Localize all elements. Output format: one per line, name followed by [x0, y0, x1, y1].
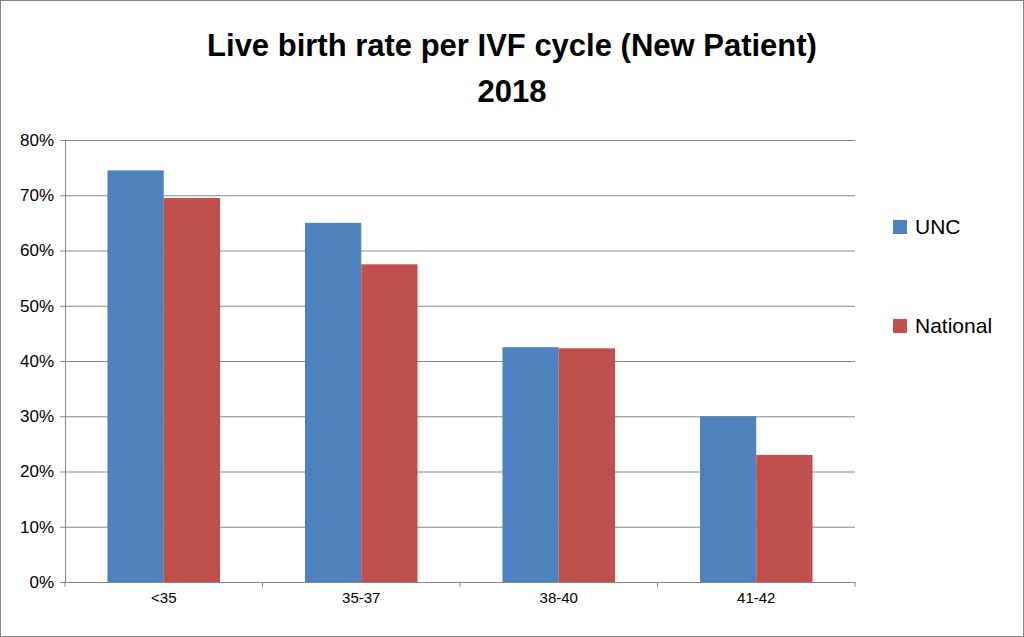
- x-separator: [855, 582, 856, 587]
- y-tick: 30%: [20, 407, 65, 426]
- bars: [107, 170, 812, 582]
- x-separator: [65, 582, 66, 587]
- x-tick-label: 41-42: [737, 589, 775, 606]
- x-tick-label: 35-37: [342, 589, 380, 606]
- y-tick: 40%: [20, 352, 65, 371]
- y-tick-label: 70%: [20, 186, 54, 205]
- y-tick-mark: [60, 472, 65, 473]
- y-tick-label: 80%: [20, 131, 54, 150]
- y-tick-mark: [60, 195, 65, 196]
- x-tick-label: <35: [151, 589, 176, 606]
- y-axis: 0% 10% 20% 30% 40% 50% 60% 70% 80%: [20, 131, 66, 592]
- legend-label: National: [915, 314, 992, 337]
- y-tick: 60%: [20, 241, 65, 260]
- y-tick: 0%: [29, 573, 65, 592]
- x-tick: 35-37: [342, 582, 380, 606]
- y-tick-mark: [60, 361, 65, 362]
- y-tick-mark: [60, 251, 65, 252]
- title: 2018: [478, 74, 547, 109]
- y-tick-label: 40%: [20, 352, 54, 371]
- y-tick: 50%: [20, 297, 65, 316]
- grid: [65, 141, 855, 583]
- bar: [361, 264, 417, 582]
- y-tick-mark: [60, 527, 65, 528]
- y-tick-label: 0%: [29, 573, 54, 592]
- x-separator: [262, 582, 263, 587]
- y-tick-mark: [60, 140, 65, 141]
- bar: [756, 455, 812, 582]
- x-tick: 38-40: [540, 582, 578, 606]
- title: Live birth rate per IVF cycle (New Patie…: [207, 28, 817, 63]
- x-separator: [657, 582, 658, 587]
- y-tick-label: 10%: [20, 518, 54, 537]
- y-tick-label: 60%: [20, 241, 54, 260]
- bar: [305, 223, 361, 582]
- chart: Live birth rate per IVF cycle (New Patie…: [0, 0, 1024, 637]
- legend: UNC National: [893, 215, 992, 337]
- x-tick: <35: [151, 582, 176, 606]
- y-tick-label: 20%: [20, 462, 54, 481]
- y-tick: 20%: [20, 462, 65, 481]
- grid-line: [65, 140, 855, 141]
- plot: 0% 10% 20% 30% 40% 50% 60% 70% 80% <35 35-37 38-40 4…: [20, 131, 856, 606]
- x-axis: <35 35-37 38-40 41-42: [65, 582, 856, 606]
- bar: [559, 348, 615, 582]
- y-tick-mark: [60, 306, 65, 307]
- legend-swatch: [893, 319, 907, 333]
- legend-swatch: [893, 220, 907, 234]
- y-tick-label: 30%: [20, 407, 54, 426]
- legend-label: UNC: [915, 215, 961, 238]
- chart-frame: [1, 1, 1024, 637]
- x-tick: 41-42: [737, 582, 775, 606]
- bar: [502, 347, 558, 582]
- bar: [107, 170, 163, 582]
- y-tick-mark: [60, 582, 65, 583]
- y-tick: 80%: [20, 131, 65, 150]
- y-axis-line: [60, 141, 66, 583]
- bar: [164, 198, 220, 582]
- grid-line: [65, 195, 855, 196]
- bar: [700, 416, 756, 582]
- y-tick: 70%: [20, 186, 65, 205]
- x-separator: [460, 582, 461, 587]
- y-tick-label: 50%: [20, 297, 54, 316]
- x-tick-label: 38-40: [540, 589, 578, 606]
- y-tick: 10%: [20, 518, 65, 537]
- y-tick-mark: [60, 416, 65, 417]
